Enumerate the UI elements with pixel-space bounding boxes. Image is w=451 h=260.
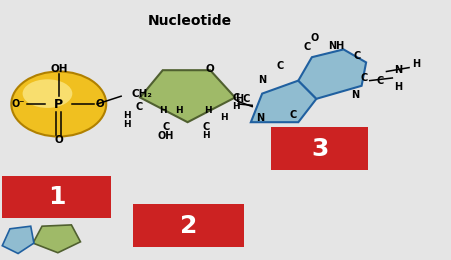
Text: O: O — [54, 135, 63, 145]
Text: H: H — [220, 113, 227, 122]
Ellipse shape — [11, 72, 106, 136]
Text: C: C — [202, 122, 209, 132]
Text: C: C — [135, 102, 142, 112]
Text: H: H — [202, 131, 209, 140]
Text: NH: NH — [328, 41, 344, 50]
Text: H: H — [204, 106, 211, 115]
Text: O: O — [205, 64, 214, 74]
Polygon shape — [298, 49, 365, 99]
Text: H: H — [123, 120, 130, 129]
Text: H: H — [232, 102, 239, 111]
Text: OH: OH — [157, 131, 174, 141]
Text: H: H — [123, 111, 130, 120]
Ellipse shape — [23, 79, 72, 108]
Text: O: O — [96, 99, 105, 109]
Text: C: C — [303, 42, 310, 52]
Text: CH₂: CH₂ — [131, 89, 152, 99]
Text: N: N — [350, 90, 358, 100]
Text: N: N — [393, 65, 401, 75]
FancyBboxPatch shape — [133, 204, 244, 247]
Text: C: C — [162, 122, 169, 132]
Polygon shape — [140, 70, 235, 122]
Text: C: C — [359, 73, 367, 83]
Text: HC: HC — [235, 94, 250, 104]
Polygon shape — [250, 81, 316, 122]
Text: H: H — [411, 59, 419, 69]
Text: 1: 1 — [48, 185, 65, 209]
Text: N: N — [258, 75, 266, 84]
Text: N: N — [255, 113, 263, 123]
Text: OH: OH — [50, 64, 67, 74]
Text: C: C — [375, 76, 382, 86]
Text: C: C — [289, 110, 296, 120]
Text: H: H — [159, 106, 166, 115]
Polygon shape — [2, 226, 34, 254]
Text: O⁻: O⁻ — [11, 99, 25, 109]
Text: C: C — [353, 51, 360, 61]
Text: Nucleotide: Nucleotide — [147, 14, 231, 28]
Text: 3: 3 — [310, 137, 328, 161]
Text: C: C — [276, 61, 283, 71]
Text: H: H — [175, 106, 182, 115]
Text: C: C — [232, 93, 239, 102]
Text: O: O — [309, 33, 318, 43]
FancyBboxPatch shape — [271, 127, 368, 170]
FancyBboxPatch shape — [2, 176, 110, 218]
Text: 2: 2 — [179, 213, 197, 238]
Polygon shape — [33, 225, 80, 253]
Text: P: P — [54, 98, 63, 110]
Text: H: H — [393, 82, 401, 92]
